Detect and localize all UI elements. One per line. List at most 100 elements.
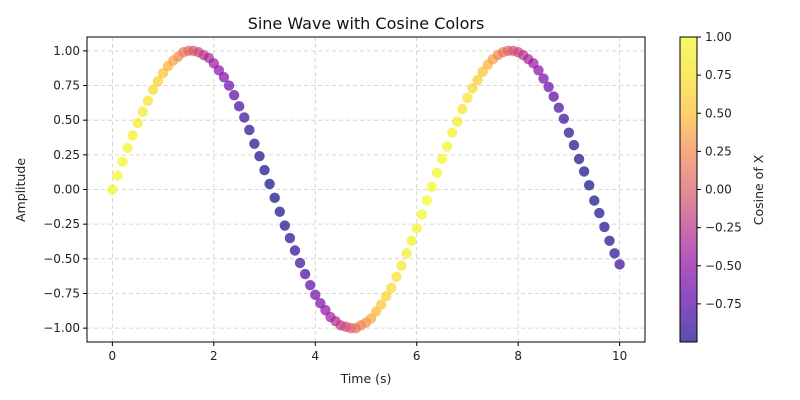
scatter-point (548, 91, 559, 102)
scatter-point (457, 103, 468, 115)
scatter-point (264, 178, 275, 190)
y-tick-label: 0.75 (53, 79, 80, 93)
y-tick-label: 1.00 (53, 44, 80, 58)
scatter-points (107, 45, 625, 334)
scatter-point (589, 195, 600, 206)
scatter-point (584, 180, 595, 191)
y-tick-label: 0.25 (53, 148, 80, 162)
scatter-point (376, 299, 387, 310)
colorbar: 1.00 0.75 0.50 0.25 0.00 −0.25 −0.50 −0.75 Cosi… (679, 30, 766, 343)
scatter-point (386, 282, 397, 294)
scatter-point (152, 76, 164, 87)
scatter-point (604, 235, 615, 246)
chart-title: Sine Wave with Cosine Colors (248, 14, 485, 33)
scatter-point (239, 112, 250, 123)
scatter-point (538, 73, 549, 84)
scatter-point (578, 166, 590, 177)
scatter-point (122, 142, 133, 154)
scatter-point (228, 90, 240, 101)
scatter-point (558, 113, 570, 124)
colorbar-gradient (679, 36, 698, 343)
y-tick-label: −0.25 (43, 217, 80, 231)
scatter-point (614, 259, 625, 270)
colorbar-tick-label: 0.75 (705, 68, 732, 82)
scatter-point (452, 116, 463, 127)
x-tick-label: 8 (514, 349, 522, 363)
scatter-point (396, 260, 407, 271)
scatter-point (289, 245, 301, 256)
scatter-point (431, 167, 443, 179)
scatter-point (416, 209, 427, 220)
scatter-point (244, 124, 255, 136)
plot-area: 0 2 4 6 8 10 −1.00 −0.75 −0.50 −0.25 0.00 0.25 0.50… (43, 36, 646, 363)
scatter-point (132, 117, 143, 129)
scatter-point (269, 192, 280, 204)
x-tick-label: 6 (413, 349, 421, 363)
scatter-point (467, 83, 478, 94)
scatter-point (472, 74, 483, 86)
scatter-point (127, 130, 138, 141)
scatter-point (254, 151, 265, 162)
scatter-point (249, 138, 260, 149)
scatter-point (284, 232, 296, 244)
y-tick-label: 0.50 (53, 113, 80, 127)
scatter-point (381, 291, 392, 302)
y-tick-label: −0.50 (43, 252, 80, 266)
plot-frame (86, 36, 646, 343)
scatter-point (117, 156, 128, 167)
scatter-point (599, 221, 610, 233)
scatter-point (401, 248, 412, 259)
scatter-point (594, 207, 605, 219)
scatter-point (279, 220, 291, 231)
colorbar-tick-label: −0.50 (705, 259, 742, 273)
scatter-point (609, 248, 620, 259)
colorbar-ticks: 1.00 0.75 0.50 0.25 0.00 −0.25 −0.50 −0.75 (697, 30, 742, 311)
scatter-point (553, 102, 564, 113)
colorbar-tick-label: 0.25 (705, 144, 732, 158)
scatter-point (137, 106, 148, 118)
scatter-point (543, 81, 554, 93)
scatter-point (391, 271, 402, 283)
scatter-point (305, 279, 316, 291)
scatter-point (233, 101, 245, 112)
scatter-point (112, 170, 123, 181)
y-tick-label: −1.00 (43, 321, 80, 335)
grid-lines (87, 37, 645, 342)
colorbar-tick-label: −0.25 (705, 221, 742, 235)
scatter-point (573, 153, 585, 165)
scatter-point (411, 223, 422, 234)
x-axis-ticks: 0 2 4 6 8 10 (109, 342, 627, 363)
scatter-point (447, 127, 458, 138)
scatter-point (462, 92, 473, 104)
y-axis-ticks: −1.00 −0.75 −0.50 −0.25 0.00 0.25 0.50 0.75 1.00 (43, 44, 87, 335)
x-tick-label: 0 (109, 349, 117, 363)
scatter-point (223, 80, 235, 91)
scatter-point (421, 195, 433, 206)
scatter-point (259, 164, 270, 176)
scatter-point (563, 127, 575, 138)
scatter-point (147, 84, 159, 95)
scatter-point (274, 206, 285, 217)
scatter-point (426, 181, 438, 192)
scatter-point (107, 184, 118, 195)
scatter-point (310, 289, 321, 301)
x-tick-label: 10 (612, 349, 627, 363)
scatter-point (568, 139, 580, 151)
scatter-point (441, 141, 453, 152)
y-tick-label: −0.75 (43, 286, 80, 300)
y-tick-label: 0.00 (53, 183, 80, 197)
scatter-point (294, 257, 306, 269)
y-axis-title: Amplitude (13, 158, 28, 222)
scatter-point (218, 72, 230, 83)
scatter-point (142, 95, 154, 106)
colorbar-tick-label: 0.00 (705, 183, 732, 197)
scatter-point (436, 153, 448, 165)
colorbar-tick-label: 1.00 (705, 30, 732, 44)
colorbar-tick-label: −0.75 (705, 297, 742, 311)
scatter-point (299, 268, 311, 280)
scatter-point (533, 65, 544, 76)
x-axis-title: Time (s) (340, 371, 392, 386)
colorbar-tick-label: 0.50 (705, 106, 732, 120)
x-tick-label: 2 (210, 349, 218, 363)
